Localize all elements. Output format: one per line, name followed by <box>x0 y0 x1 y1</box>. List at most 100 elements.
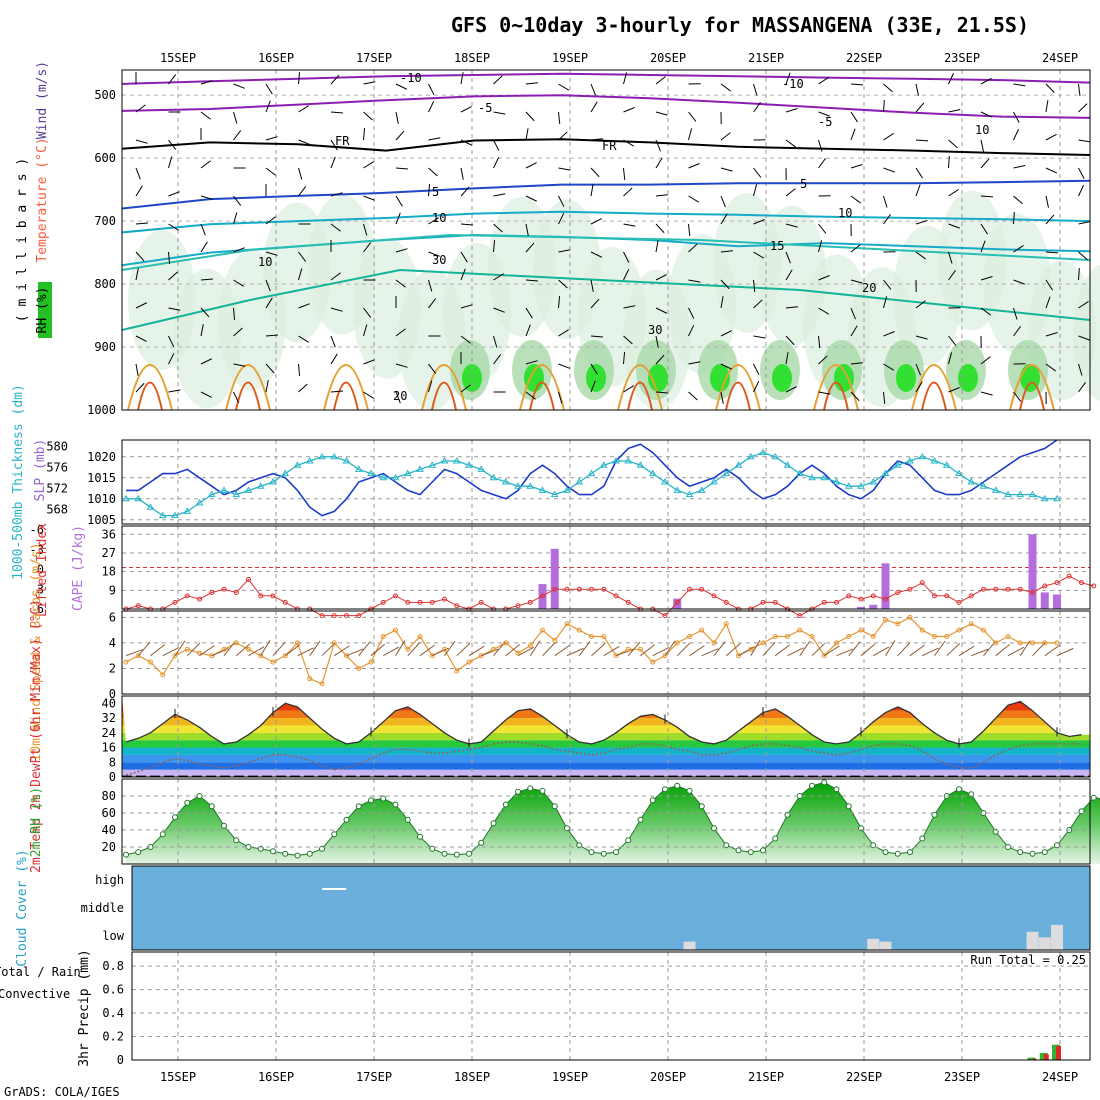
rh-ylabel: 2m RH (%) <box>29 787 44 857</box>
wind-barb <box>623 305 636 309</box>
wind-barb <box>818 223 827 234</box>
wind-barb <box>298 186 307 197</box>
wind-barb <box>655 274 667 281</box>
wind-speed-marker <box>552 637 558 643</box>
wind-barb <box>753 83 758 96</box>
contour-label: -10 <box>782 77 804 91</box>
wind-speed-marker <box>233 640 239 646</box>
lifted-index-marker <box>821 599 827 605</box>
wind-barb <box>395 130 405 141</box>
wind-barb <box>753 251 765 259</box>
rh-shade-high <box>958 364 978 392</box>
wind-barb <box>428 380 433 393</box>
wind-speed-marker <box>172 653 178 659</box>
wind-barb <box>720 213 728 225</box>
upper-ytick: 800 <box>94 277 116 291</box>
wind-barb-10m <box>860 643 876 657</box>
thickness-marker <box>256 482 265 489</box>
thickness-marker <box>636 461 645 468</box>
lifted-index-marker <box>858 596 864 602</box>
wind-speed-marker <box>221 646 227 652</box>
thickness-marker <box>367 469 375 477</box>
cape-bar <box>1028 534 1037 609</box>
wind-barb <box>753 363 760 375</box>
temp-ytick: 40 <box>102 696 116 710</box>
wind-barb <box>298 72 301 85</box>
temp-ytick: 0 <box>109 770 116 784</box>
wind-barb <box>363 161 374 169</box>
temp-ytick: 8 <box>109 755 116 769</box>
wind-speed-marker <box>834 640 839 646</box>
wind-barb <box>330 335 336 348</box>
cape-bar <box>881 563 890 609</box>
thickness-marker <box>697 486 706 493</box>
wind-barb <box>720 391 724 404</box>
wind-barb <box>590 298 600 309</box>
wind-speed-marker <box>160 672 166 678</box>
lifted-index-marker <box>197 596 202 602</box>
date-label-top: 24SEP <box>1042 51 1078 65</box>
wind-barb <box>850 111 858 123</box>
thickness-marker <box>575 478 584 485</box>
wind-barb <box>688 279 701 283</box>
cloud-low-bar <box>867 938 880 950</box>
wind-speed-marker <box>711 640 717 646</box>
date-label-bottom: 23SEP <box>944 1070 980 1084</box>
wind-ytick: 0 <box>109 687 116 701</box>
contour-orange <box>1009 364 1055 411</box>
wind-speed-marker <box>405 646 411 652</box>
wind-barb <box>785 72 791 85</box>
thickness-marker <box>685 490 694 498</box>
rh-marker <box>845 803 852 810</box>
wind-barb <box>233 247 245 253</box>
temp-band <box>122 740 1090 748</box>
wind-barb <box>525 242 535 253</box>
lifted-index-marker <box>1054 580 1060 586</box>
wind-barb <box>1045 279 1053 291</box>
lifted-index-marker <box>172 599 178 605</box>
thickness-marker <box>869 478 878 485</box>
wind-speed-marker <box>821 653 827 659</box>
thickness-marker <box>501 478 510 485</box>
lifted-index-marker <box>1005 586 1011 592</box>
wind-barb <box>135 335 147 342</box>
wind-barb <box>428 83 435 95</box>
upper-ytick: 500 <box>94 88 116 102</box>
wind-barb-10m <box>689 645 705 657</box>
wind-barb <box>883 133 894 141</box>
lifted-index-marker <box>625 599 631 605</box>
wind-barb <box>168 139 177 150</box>
wind-barb <box>720 167 733 172</box>
thickness-line <box>126 451 1057 517</box>
wind-barb <box>233 130 242 141</box>
thickness-marker <box>134 494 143 502</box>
wind-barb <box>395 195 403 207</box>
rh-marker <box>625 837 632 844</box>
wind-barb <box>493 75 503 85</box>
wind-barb <box>200 358 213 365</box>
wind-barb-10m <box>260 640 271 656</box>
thickness-marker <box>893 461 902 468</box>
wind-barb <box>493 111 506 115</box>
wind-barb <box>200 80 213 85</box>
wind-speed-marker <box>687 634 692 640</box>
wind-barb <box>525 391 536 400</box>
wind-barb <box>1013 195 1023 205</box>
wind-barb <box>135 302 148 309</box>
wind-barb <box>1045 214 1055 225</box>
wind-barb <box>330 156 336 169</box>
wind-speed-marker <box>662 653 668 659</box>
wind-barb-10m <box>199 645 215 657</box>
thickness-marker <box>587 469 596 477</box>
upper-ylabel-rh: RH (%) <box>35 287 50 334</box>
wind-barb <box>655 111 668 116</box>
wind-barb <box>265 380 269 393</box>
lifted-index-marker <box>601 586 607 592</box>
wind-speed-marker <box>564 621 570 627</box>
wind-barb <box>980 111 993 118</box>
thickness-marker <box>881 469 890 477</box>
wind-barb-10m <box>223 641 236 657</box>
precip-total-label: Total / Rain <box>0 965 81 979</box>
wind-barb <box>395 328 406 337</box>
wind-barb <box>233 279 244 287</box>
